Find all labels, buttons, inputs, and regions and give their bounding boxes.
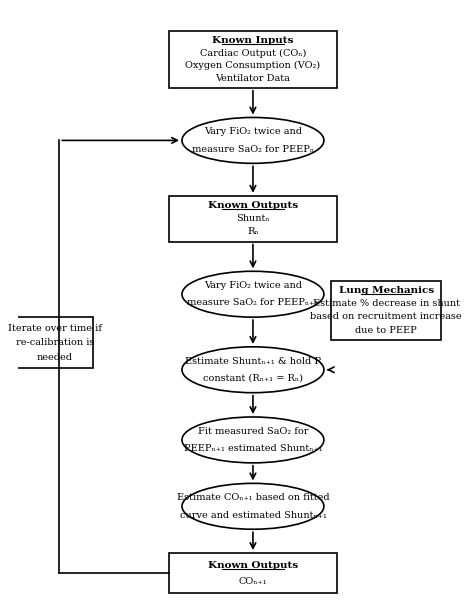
Text: constant (Rₙ₊₁ = Rₙ): constant (Rₙ₊₁ = Rₙ) [203, 374, 303, 383]
Text: based on recruitment increase: based on recruitment increase [310, 312, 462, 321]
Text: Rₙ: Rₙ [247, 228, 259, 236]
Text: Known Outputs: Known Outputs [208, 561, 298, 570]
Text: re-calibration is: re-calibration is [16, 339, 94, 347]
Text: Known Inputs: Known Inputs [212, 36, 293, 45]
Ellipse shape [182, 417, 324, 463]
Text: Ventilator Data: Ventilator Data [216, 74, 291, 83]
Text: needed: needed [37, 353, 73, 362]
FancyBboxPatch shape [169, 196, 337, 242]
Text: Fit measured SaO₂ for: Fit measured SaO₂ for [198, 427, 308, 436]
Text: COₙ₊₁: COₙ₊₁ [238, 577, 267, 586]
FancyBboxPatch shape [169, 553, 337, 594]
Text: Estimate Shuntₙ₊₁ & hold R: Estimate Shuntₙ₊₁ & hold R [184, 357, 321, 365]
FancyBboxPatch shape [18, 317, 93, 368]
Text: curve and estimated Shuntₙ₊₁: curve and estimated Shuntₙ₊₁ [180, 511, 327, 520]
Ellipse shape [182, 347, 324, 393]
Text: measure SaO₂ for PEEPₙ: measure SaO₂ for PEEPₙ [192, 145, 314, 154]
Text: Oxygen Consumption (VO₂): Oxygen Consumption (VO₂) [185, 61, 320, 70]
Text: Shuntₙ: Shuntₙ [236, 214, 270, 223]
Ellipse shape [182, 118, 324, 163]
Text: Vary FiO₂ twice and: Vary FiO₂ twice and [204, 281, 302, 290]
Text: PEEPₙ₊₁ estimated Shuntₙ₊₁: PEEPₙ₊₁ estimated Shuntₙ₊₁ [183, 444, 322, 453]
Text: due to PEEP: due to PEEP [356, 326, 417, 335]
Text: Vary FiO₂ twice and: Vary FiO₂ twice and [204, 127, 302, 136]
Ellipse shape [182, 483, 324, 529]
Text: measure SaO₂ for PEEPₙ₊₁: measure SaO₂ for PEEPₙ₊₁ [187, 298, 319, 307]
Text: Lung Mechanics: Lung Mechanics [339, 286, 434, 295]
Text: Cardiac Output (COₙ): Cardiac Output (COₙ) [200, 49, 306, 58]
Text: Known Outputs: Known Outputs [208, 201, 298, 210]
FancyBboxPatch shape [169, 31, 337, 88]
Text: Estimate COₙ₊₁ based on fitted: Estimate COₙ₊₁ based on fitted [177, 493, 329, 502]
Text: Estimate % decrease in shunt: Estimate % decrease in shunt [313, 300, 460, 308]
Text: Iterate over time if: Iterate over time if [8, 324, 102, 332]
FancyBboxPatch shape [331, 281, 441, 340]
Ellipse shape [182, 271, 324, 317]
